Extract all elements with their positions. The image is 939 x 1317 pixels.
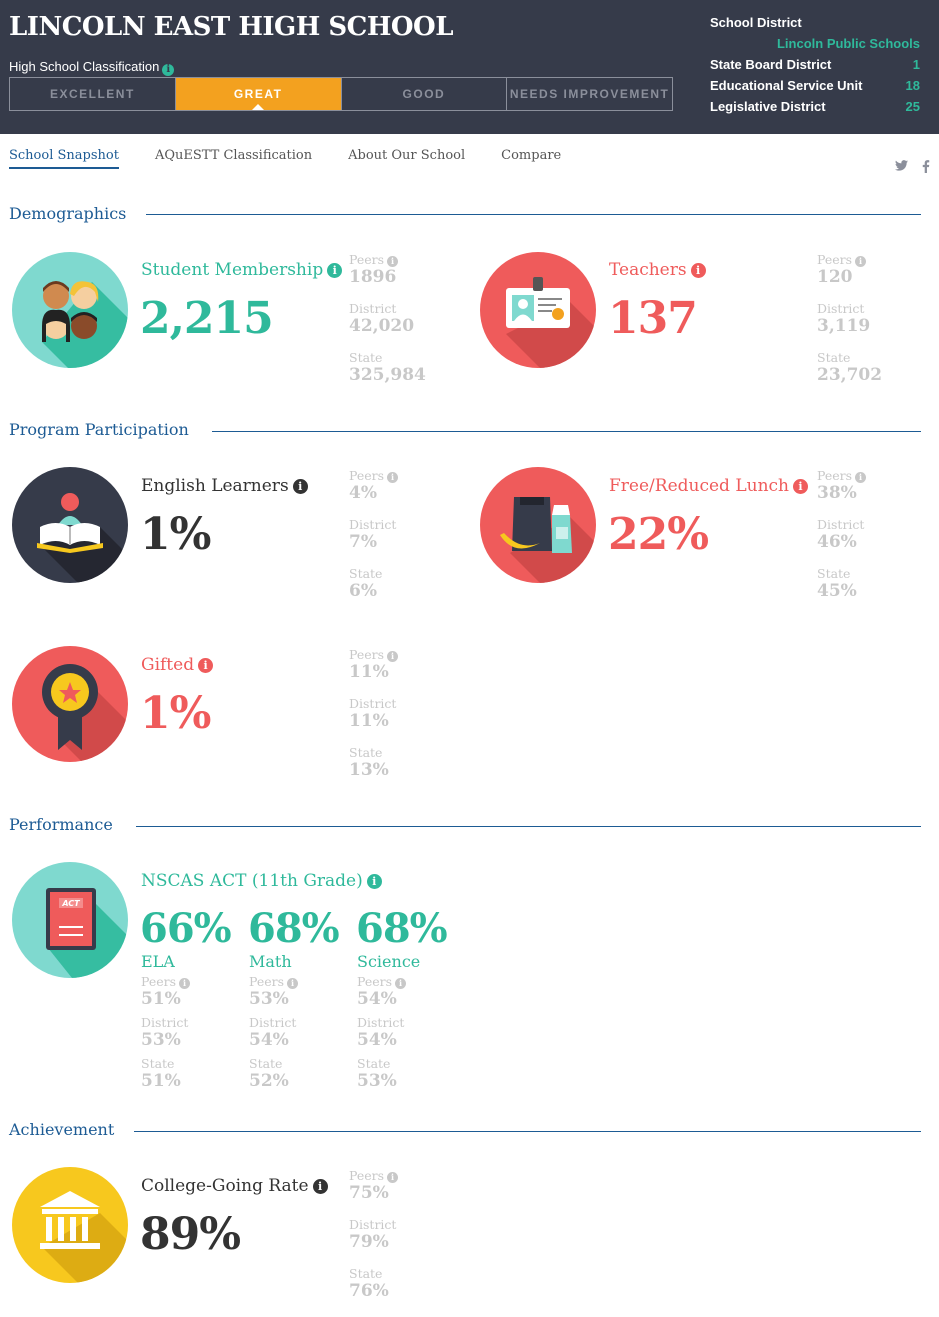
school-district-label: School District	[710, 15, 802, 30]
info-icon[interactable]: i	[855, 256, 867, 267]
gifted-title: Gifted i	[141, 655, 214, 675]
book-reader-icon	[12, 467, 128, 583]
school-name: LINCOLN EAST HIGH SCHOOL	[9, 12, 453, 42]
nav-tabs: School Snapshot AQuESTT Classification A…	[9, 148, 597, 169]
state-board-label: State Board District	[710, 57, 832, 72]
math-score: 68%	[248, 905, 340, 952]
info-icon[interactable]: i	[162, 64, 175, 76]
free-lunch-value: 22%	[608, 509, 709, 560]
info-icon[interactable]: i	[327, 263, 343, 278]
state-board-value: 1	[912, 57, 920, 72]
classification-excellent[interactable]: EXCELLENT	[10, 78, 176, 110]
esu-label: Educational Service Unit	[710, 78, 863, 93]
student-membership-comparisons: Peers i 1896 District 42,020 State 325,98…	[349, 252, 426, 385]
teachers-value: 137	[608, 293, 698, 344]
social-links	[895, 160, 930, 173]
section-program-participation: Program Participation	[9, 420, 189, 439]
district-info: School District Lincoln Public Schools S…	[710, 12, 920, 117]
section-demographics: Demographics	[9, 204, 127, 223]
english-learners-value: 1%	[140, 509, 211, 560]
ela-score: 66%	[140, 905, 232, 952]
legislative-value: 25	[905, 99, 920, 114]
svg-text:ACT: ACT	[61, 899, 80, 908]
student-membership-value: 2,215	[140, 293, 274, 344]
teacher-id-icon	[480, 252, 596, 368]
students-icon	[12, 252, 128, 368]
college-going-value: 89%	[140, 1209, 241, 1260]
info-icon[interactable]: i	[179, 978, 191, 989]
classification-needs-improvement[interactable]: NEEDS IMPROVEMENT	[509, 87, 670, 101]
info-icon[interactable]: i	[395, 978, 407, 989]
lunch-bag-icon	[480, 467, 596, 583]
twitter-icon[interactable]	[895, 160, 908, 171]
ela-comparisons: ELA Peers i 51% District 53% State 51%	[141, 952, 191, 1091]
english-learners-comparisons: Peers i 4% District 7% State 6%	[349, 468, 399, 601]
tab-compare[interactable]: Compare	[501, 148, 562, 163]
section-divider	[146, 214, 921, 215]
classification-label: High School Classification i	[9, 59, 175, 76]
gifted-value: 1%	[140, 688, 211, 739]
college-going-title: College-Going Rate i	[141, 1176, 328, 1196]
free-lunch-title: Free/Reduced Lunch i	[609, 476, 808, 496]
tab-aquestt-classification[interactable]: AQuESTT Classification	[154, 148, 313, 163]
act-booklet-icon: ACT	[12, 862, 128, 978]
teachers-comparisons: Peers i 120 District 3,119 State 23,702	[817, 252, 883, 385]
gifted-comparisons: Peers i 11% District 11% State 13%	[349, 647, 399, 780]
info-icon[interactable]: i	[292, 479, 308, 494]
section-divider	[134, 1131, 921, 1132]
math-comparisons: Math Peers i 53% District 54% State 52%	[249, 952, 299, 1091]
teachers-title: Teachers i	[609, 260, 706, 280]
info-icon[interactable]: i	[387, 256, 399, 267]
info-icon[interactable]: i	[387, 472, 399, 483]
student-membership-title: Student Membership i	[141, 260, 343, 280]
facebook-icon[interactable]	[922, 160, 930, 173]
tab-school-snapshot[interactable]: School Snapshot	[9, 148, 119, 169]
section-divider	[136, 826, 921, 827]
page-header: LINCOLN EAST HIGH SCHOOL High School Cla…	[0, 0, 939, 134]
free-lunch-comparisons: Peers i 38% District 46% State 45%	[817, 468, 867, 601]
school-district-value[interactable]: Lincoln Public Schools	[776, 36, 920, 51]
classification-bar: EXCELLENT GREAT GOOD NEEDS IMPROVEMENT	[9, 77, 673, 111]
legislative-label: Legislative District	[710, 99, 826, 114]
award-ribbon-icon	[12, 646, 128, 762]
info-icon[interactable]: i	[690, 263, 706, 278]
info-icon[interactable]: i	[387, 651, 399, 662]
info-icon[interactable]: i	[287, 978, 299, 989]
science-score: 68%	[356, 905, 448, 952]
english-learners-title: English Learners i	[141, 476, 308, 496]
section-achievement: Achievement	[9, 1120, 115, 1139]
info-icon[interactable]: i	[387, 1172, 399, 1183]
college-going-comparisons: Peers i 75% District 79% State 76%	[349, 1168, 399, 1301]
classification-great[interactable]: GREAT	[175, 78, 342, 110]
info-icon[interactable]: i	[793, 479, 808, 494]
science-comparisons: Science Peers i 54% District 54% State 53…	[357, 952, 421, 1091]
section-divider	[212, 431, 921, 432]
college-building-icon	[12, 1167, 128, 1283]
section-performance: Performance	[9, 815, 113, 834]
info-icon[interactable]: i	[855, 472, 867, 483]
esu-value: 18	[905, 78, 920, 93]
tab-about-our-school[interactable]: About Our School	[348, 148, 466, 163]
nscas-title: NSCAS ACT (11th Grade) i	[141, 871, 382, 891]
info-icon[interactable]: i	[198, 658, 214, 673]
classification-good[interactable]: GOOD	[342, 78, 508, 110]
info-icon[interactable]: i	[366, 874, 382, 889]
info-icon[interactable]: i	[312, 1179, 328, 1194]
